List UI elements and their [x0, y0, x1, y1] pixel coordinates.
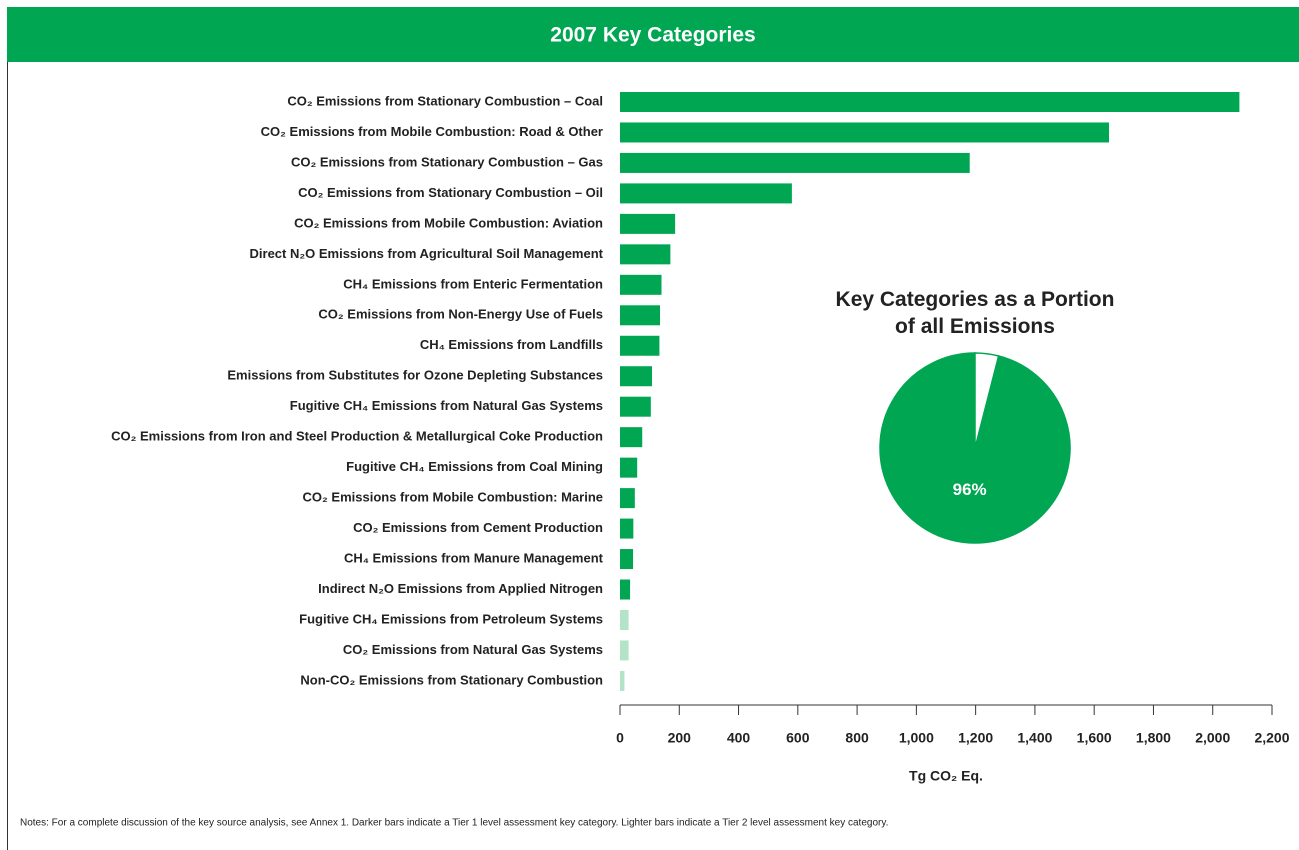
pie-slice — [974, 352, 1000, 449]
y-tick-label: CO₂ Emissions from Stationary Combustion… — [298, 185, 603, 200]
y-tick-label: Fugitive CH₄ Emissions from Natural Gas … — [290, 398, 603, 413]
x-tick-label: 1,600 — [1077, 730, 1112, 746]
y-tick-label: Emissions from Substitutes for Ozone Dep… — [227, 368, 603, 383]
x-tick-label: 800 — [845, 730, 869, 746]
header-bar — [7, 7, 1299, 62]
x-tick-label: 1,200 — [958, 730, 993, 746]
bar — [620, 92, 1240, 112]
bar — [620, 609, 629, 630]
y-tick-label: CO₂ Emissions from Mobile Combustion: Av… — [294, 215, 603, 230]
data-label: 96% — [953, 480, 987, 499]
y-tick-label: CO₂ Emissions from Natural Gas Systems — [343, 642, 603, 657]
x-tick-label: 1,800 — [1136, 730, 1171, 746]
y-tick-label: CO₂ Emissions from Stationary Combustion… — [291, 154, 603, 169]
y-tick-label: Fugitive CH₄ Emissions from Coal Mining — [346, 459, 603, 474]
bar — [620, 579, 631, 600]
y-tick-label: CO₂ Emissions from Mobile Combustion: Ma… — [303, 490, 603, 505]
notes: Notes: For a complete discussion of the … — [20, 818, 888, 829]
bar — [620, 640, 629, 661]
x-tick-label: 400 — [727, 730, 751, 746]
y-tick-label: CO₂ Emissions from Cement Production — [353, 520, 603, 535]
y-tick-label: Non-CO₂ Emissions from Stationary Combus… — [300, 672, 603, 687]
bar — [620, 518, 634, 539]
bar — [620, 213, 676, 234]
bar — [620, 274, 662, 295]
y-tick-label: Fugitive CH₄ Emissions from Petroleum Sy… — [299, 611, 603, 626]
x-tick-label: 2,200 — [1254, 730, 1289, 746]
x-tick-label: 1,400 — [1017, 730, 1052, 746]
header-title: 2007 Key Categories — [550, 24, 755, 47]
x-axis-label: Tg CO₂ Eq. — [909, 768, 983, 784]
pie-title: Key Categories as a Portion of all Emiss… — [835, 288, 1115, 338]
bar — [620, 152, 970, 173]
y-tick-label: Direct N₂O Emissions from Agricultural S… — [250, 246, 604, 261]
bar — [620, 549, 634, 570]
bar — [620, 366, 653, 387]
bar — [620, 335, 660, 356]
bar — [620, 427, 643, 448]
y-tick-label: CO₂ Emissions from Iron and Steel Produc… — [111, 429, 603, 444]
bar — [620, 396, 651, 417]
bar — [620, 305, 661, 326]
y-tick-label: CH₄ Emissions from Landfills — [420, 337, 603, 352]
x-tick-label: 600 — [786, 730, 810, 746]
bar — [620, 244, 671, 265]
y-tick-label: CO₂ Emissions from Non-Energy Use of Fue… — [318, 307, 603, 322]
bar — [620, 457, 638, 478]
y-tick-label: CH₄ Emissions from Enteric Fermentation — [343, 276, 603, 291]
y-tick-label: CO₂ Emissions from Stationary Combustion… — [287, 93, 603, 108]
bar — [620, 122, 1109, 143]
y-tick-label: CO₂ Emissions from Mobile Combustion: Ro… — [261, 124, 603, 139]
x-tick-label: 0 — [616, 730, 624, 746]
y-tick-label: Indirect N₂O Emissions from Applied Nitr… — [318, 581, 603, 596]
x-tick-label: 2,000 — [1195, 730, 1230, 746]
x-tick-label: 200 — [668, 730, 692, 746]
bar — [620, 183, 792, 204]
bar — [620, 488, 635, 509]
x-tick-label: 1,000 — [899, 730, 934, 746]
y-tick-label: CH₄ Emissions from Manure Management — [344, 550, 604, 565]
bar — [620, 670, 625, 691]
